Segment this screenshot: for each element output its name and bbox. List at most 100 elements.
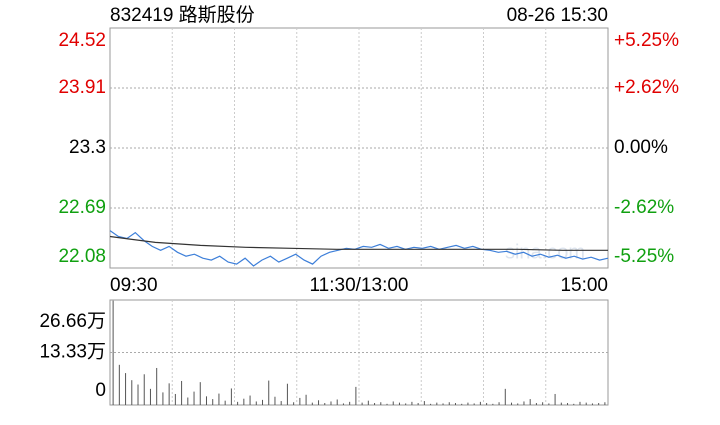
volume-bar — [417, 403, 419, 405]
volume-bar — [604, 402, 606, 405]
volume-bar — [548, 403, 550, 405]
series-line — [109, 230, 609, 267]
volume-bar — [205, 396, 207, 405]
volume-bar — [386, 403, 388, 405]
volume-bar — [591, 403, 593, 405]
volume-bar — [498, 402, 500, 405]
volume-bar — [405, 403, 407, 405]
volume-bar — [517, 403, 519, 405]
volume-bar — [181, 380, 183, 405]
volume-bar — [156, 367, 158, 405]
y-tick-label: 23.3 — [69, 137, 106, 158]
x-tick-label: 11:30/13:00 — [310, 275, 409, 296]
y-tick-label: 13.33万 — [39, 342, 106, 363]
volume-bar — [274, 396, 276, 405]
volume-bar — [492, 403, 494, 405]
volume-bar — [137, 384, 139, 405]
volume-bar — [436, 402, 438, 405]
volume-bar — [361, 402, 363, 405]
volume-bar — [504, 388, 506, 405]
volume-bar — [149, 388, 151, 405]
volume-bar — [529, 399, 531, 405]
volume-bar — [168, 383, 170, 405]
volume-bar — [473, 403, 475, 405]
volume-bar — [199, 382, 201, 405]
volume-bar — [324, 403, 326, 405]
volume-bar — [398, 402, 400, 405]
volume-bar — [448, 402, 450, 405]
volume-bar — [125, 373, 127, 405]
volume-bar — [367, 400, 369, 405]
volume-bar — [423, 401, 425, 405]
volume-bar — [567, 403, 569, 405]
volume-bar — [305, 394, 307, 405]
volume-bar — [511, 402, 513, 405]
volume-bar — [486, 403, 488, 405]
y2-tick-label: +5.25% — [614, 30, 679, 51]
x-tick-label: 09:30 — [110, 275, 158, 296]
volume-bar — [174, 393, 176, 405]
volume-bar — [143, 374, 145, 405]
volume-bar — [280, 401, 282, 405]
volume-bar — [311, 402, 313, 405]
volume-bar — [318, 400, 320, 405]
volume-bar — [380, 402, 382, 405]
volume-bar — [560, 402, 562, 405]
volume-bar — [118, 364, 120, 405]
volume-bar — [336, 399, 338, 405]
volume-bar — [392, 401, 394, 405]
volume-bar — [542, 402, 544, 405]
volume-bar — [374, 403, 376, 405]
volume-bar — [218, 393, 220, 405]
volume-bar — [286, 383, 288, 405]
volume-bar — [585, 402, 587, 405]
volume-bar — [573, 403, 575, 405]
volume-bar — [454, 403, 456, 405]
y-tick-label: 26.66万 — [39, 311, 106, 332]
volume-bar — [430, 403, 432, 405]
y2-tick-label: -5.25% — [614, 246, 674, 267]
x-tick-label: 15:00 — [560, 275, 608, 296]
volume-bar — [193, 391, 195, 405]
y2-tick-label: -2.62% — [614, 197, 674, 218]
y2-tick-label: +2.62% — [614, 77, 679, 98]
y-tick-label: 0 — [95, 380, 106, 401]
volume-bar — [293, 402, 295, 405]
volume-bar — [212, 399, 214, 405]
volume-bar — [467, 402, 469, 405]
volume-bar — [187, 397, 189, 405]
chart-title: 832419 路斯股份 — [110, 4, 255, 26]
watermark: sina.com — [505, 241, 585, 263]
volume-bar — [230, 388, 232, 405]
series-line — [109, 235, 608, 251]
volume-bar — [112, 300, 114, 405]
y2-tick-label: 0.00% — [614, 137, 668, 158]
volume-bar — [355, 386, 357, 405]
volume-bar — [442, 403, 444, 405]
volume-bar — [523, 401, 525, 405]
timestamp: 08-26 15:30 — [507, 5, 608, 26]
volume-bar — [535, 403, 537, 405]
volume-bar — [342, 403, 344, 405]
volume-bar — [461, 403, 463, 405]
volume-bar — [299, 397, 301, 405]
volume-bar — [262, 399, 264, 405]
volume-bar — [243, 398, 245, 405]
y-tick-label: 22.08 — [58, 246, 106, 267]
volume-bar — [349, 401, 351, 405]
volume-bar — [249, 395, 251, 405]
volume-bar — [579, 401, 581, 405]
volume-bar — [598, 403, 600, 405]
volume-bar — [131, 380, 133, 405]
volume-bar — [237, 401, 239, 405]
y-tick-label: 24.52 — [58, 30, 106, 51]
volume-bar — [268, 380, 270, 405]
volume-bar — [255, 401, 257, 405]
volume-bar — [554, 393, 556, 405]
volume-bar — [479, 401, 481, 405]
y-tick-label: 23.91 — [58, 77, 106, 98]
volume-bar — [330, 401, 332, 405]
y-tick-label: 22.69 — [58, 197, 106, 218]
volume-bar — [162, 392, 164, 405]
